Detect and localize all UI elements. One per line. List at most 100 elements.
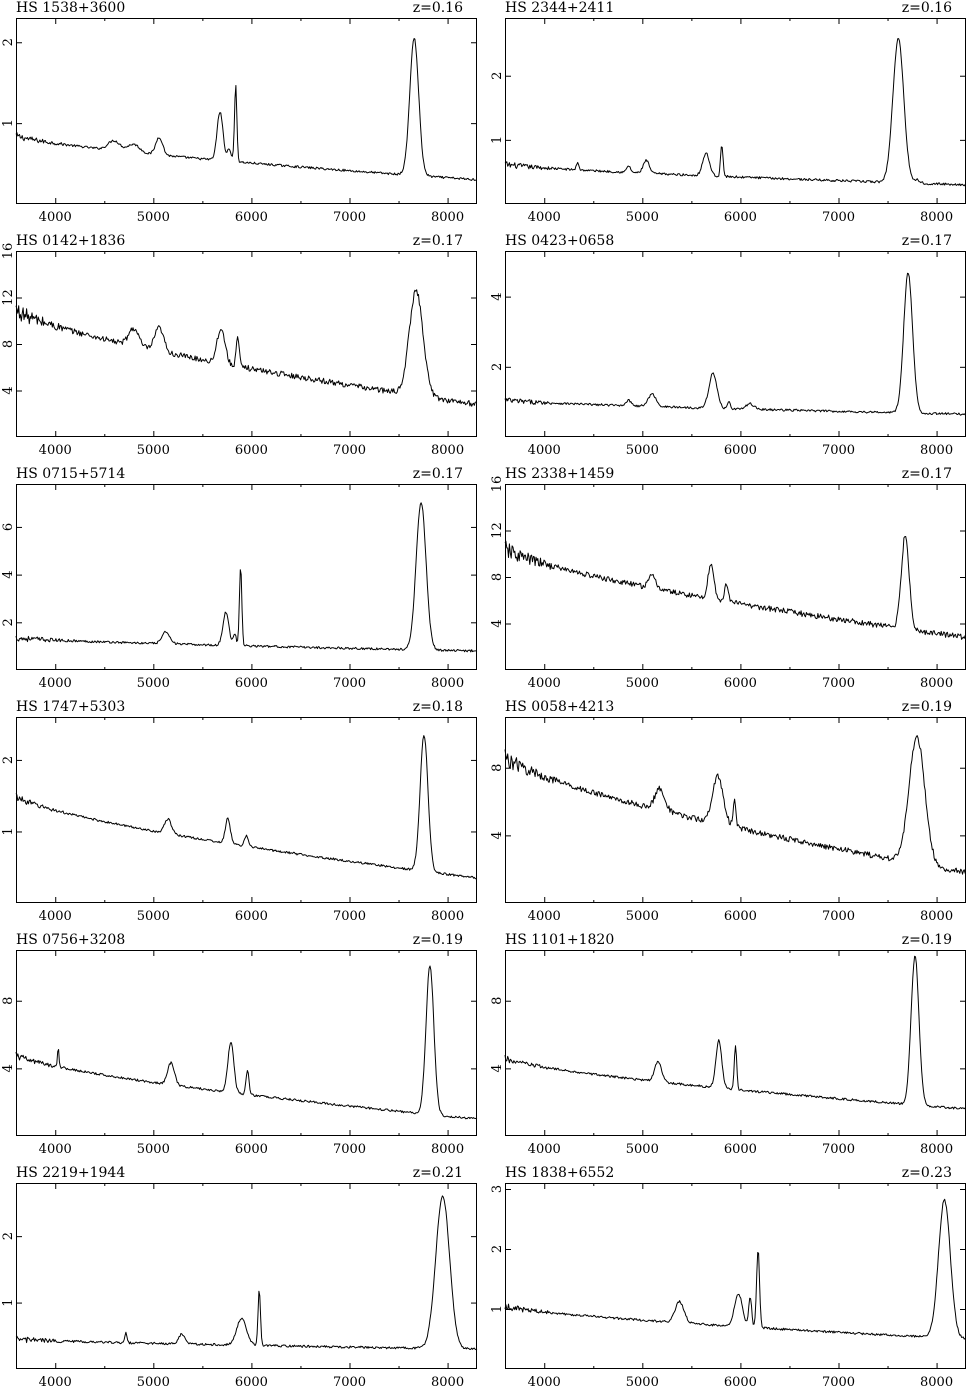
- plot-frame: [16, 950, 477, 1136]
- spectrum-panel: HS 2344+2411 z=0.16 4000 5000 6000 7000 8000 1 2: [490, 0, 966, 225]
- x-tick-label: 7000: [333, 1142, 366, 1157]
- x-tick-label: 4000: [528, 210, 561, 225]
- x-tick-label: 4000: [39, 1375, 72, 1390]
- y-tick-label: 16: [1, 243, 16, 260]
- y-tick-label: 4: [490, 292, 505, 300]
- spectrum-plot: 4000 5000 6000 7000 8000 4 8: [490, 717, 966, 924]
- spectrum-line: [504, 1198, 966, 1340]
- plot-frame: [505, 1183, 966, 1369]
- x-tick-label: 4000: [39, 210, 72, 225]
- x-tick-label: 8000: [431, 210, 464, 225]
- x-tick-label: 6000: [724, 676, 757, 691]
- y-tick-label: 8: [490, 573, 505, 581]
- x-tick-label: 5000: [626, 210, 659, 225]
- y-tick-label: 4: [1, 1064, 16, 1072]
- spectrum-panel: HS 2338+1459 z=0.17 4000 5000 6000 7000 8000 4 8…: [490, 466, 966, 691]
- y-tick-label: 2: [1, 1232, 16, 1240]
- x-tick-label: 5000: [137, 443, 170, 458]
- y-tick-label: 3: [490, 1185, 505, 1193]
- x-tick-label: 4000: [528, 1142, 561, 1157]
- x-tick-label: 8000: [431, 1375, 464, 1390]
- x-tick-label: 8000: [920, 210, 953, 225]
- x-tick-label: 6000: [724, 210, 757, 225]
- x-tick-label: 5000: [137, 909, 170, 924]
- x-tick-label: 8000: [920, 1375, 953, 1390]
- redshift-label: z=0.19: [901, 699, 952, 715]
- x-tick-label: 8000: [920, 676, 953, 691]
- x-tick-label: 8000: [431, 676, 464, 691]
- x-tick-label: 4000: [39, 676, 72, 691]
- redshift-label: z=0.16: [412, 0, 463, 16]
- spectrum-line: [15, 965, 478, 1120]
- x-tick-label: 7000: [822, 443, 855, 458]
- x-tick-label: 5000: [137, 1375, 170, 1390]
- y-tick-label: 4: [1, 386, 16, 394]
- x-tick-label: 6000: [235, 443, 268, 458]
- spectrum-plot: 4000 5000 6000 7000 8000 4 8 12 16: [1, 243, 478, 458]
- spectrum-plot: 4000 5000 6000 7000 8000 4 8: [490, 950, 966, 1157]
- x-tick-label: 4000: [528, 909, 561, 924]
- x-tick-label: 5000: [137, 210, 170, 225]
- x-tick-label: 7000: [333, 676, 366, 691]
- plot-frame: [505, 484, 966, 670]
- x-tick-label: 7000: [333, 210, 366, 225]
- x-tick-label: 8000: [920, 1142, 953, 1157]
- x-tick-label: 4000: [528, 1375, 561, 1390]
- redshift-label: z=0.19: [412, 932, 463, 948]
- x-tick-label: 4000: [528, 443, 561, 458]
- plot-frame: [505, 950, 966, 1136]
- x-tick-label: 8000: [920, 443, 953, 458]
- y-tick-label: 6: [1, 523, 16, 531]
- x-tick-label: 5000: [626, 1375, 659, 1390]
- y-tick-label: 16: [490, 476, 505, 493]
- y-tick-label: 2: [490, 1245, 505, 1253]
- x-tick-label: 7000: [822, 676, 855, 691]
- x-tick-label: 6000: [724, 909, 757, 924]
- x-tick-label: 7000: [333, 1375, 366, 1390]
- panel-title: HS 1101+1820: [505, 932, 615, 948]
- spectrum-panel: HS 0058+4213 z=0.19 4000 5000 6000 7000 8000 4 8: [490, 699, 966, 924]
- spectrum-plot: 4000 5000 6000 7000 8000 4 8 12 16: [490, 476, 966, 691]
- x-tick-label: 4000: [39, 443, 72, 458]
- redshift-label: z=0.17: [901, 233, 952, 249]
- spectrum-line: [504, 955, 966, 1110]
- spectrum-line: [504, 272, 966, 416]
- panel-title: HS 2344+2411: [505, 0, 615, 16]
- x-tick-label: 6000: [724, 443, 757, 458]
- spectrum-panel: HS 0142+1836 z=0.17 4000 5000 6000 7000 8000 4 8…: [1, 233, 478, 458]
- x-tick-label: 7000: [822, 1375, 855, 1390]
- x-tick-label: 7000: [822, 210, 855, 225]
- x-tick-label: 6000: [724, 1142, 757, 1157]
- plot-frame: [16, 18, 477, 204]
- spectrum-line: [15, 289, 478, 407]
- y-tick-label: 4: [490, 1064, 505, 1072]
- x-tick-label: 6000: [235, 1142, 268, 1157]
- spectrum-plot: 4000 5000 6000 7000 8000 1 2: [1, 717, 478, 924]
- spectrum-plot: 4000 5000 6000 7000 8000 1 2: [1, 18, 477, 225]
- y-tick-label: 4: [490, 831, 505, 839]
- redshift-label: z=0.16: [901, 0, 952, 16]
- y-tick-label: 1: [1, 119, 16, 127]
- panel-title: HS 1838+6552: [505, 1165, 615, 1181]
- x-tick-label: 8000: [431, 443, 464, 458]
- y-tick-label: 4: [490, 619, 505, 627]
- spectrum-panel: HS 0756+3208 z=0.19 4000 5000 6000 7000 8000 4 8: [1, 932, 478, 1157]
- redshift-label: z=0.21: [412, 1165, 463, 1181]
- y-tick-label: 8: [1, 340, 16, 348]
- panel-title: HS 0142+1836: [16, 233, 126, 249]
- spectrum-line: [504, 735, 966, 876]
- y-tick-label: 1: [1, 827, 16, 835]
- y-tick-label: 8: [490, 997, 505, 1005]
- x-tick-label: 8000: [920, 909, 953, 924]
- spectrum-plot: 4000 5000 6000 7000 8000 1 2: [490, 18, 966, 225]
- x-tick-label: 6000: [235, 210, 268, 225]
- spectrum-plot: 4000 5000 6000 7000 8000 2 4: [490, 251, 966, 458]
- x-tick-label: 4000: [528, 676, 561, 691]
- spectrum-line: [15, 38, 477, 181]
- spectrum-plot: 4000 5000 6000 7000 8000 1 2 3: [490, 1183, 966, 1390]
- spectrum-line: [15, 502, 478, 653]
- redshift-label: z=0.23: [901, 1165, 952, 1181]
- panel-title: HS 0058+4213: [505, 699, 615, 715]
- panel-title: HS 0715+5714: [16, 466, 126, 482]
- x-tick-label: 5000: [626, 909, 659, 924]
